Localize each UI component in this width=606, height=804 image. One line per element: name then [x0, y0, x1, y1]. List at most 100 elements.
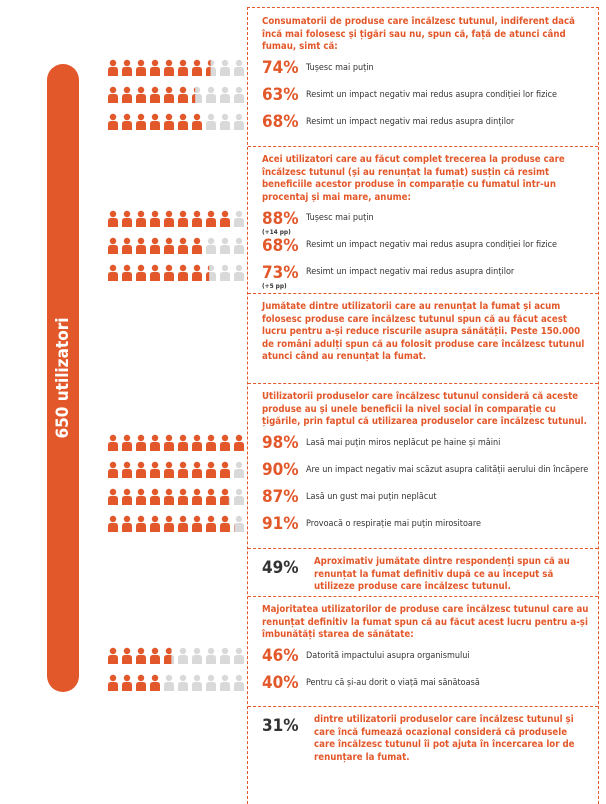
percent: 90%	[262, 460, 299, 480]
icon-head	[123, 461, 131, 469]
icon-head	[179, 86, 187, 94]
icon-head	[151, 647, 159, 655]
content-panel: Consumatorii de produse care încălzesc t…	[247, 7, 599, 804]
item: 40% Pentru că și-au dorit o viață mai săn…	[262, 671, 590, 696]
item-label: Resimt un impact negativ mai redus asupr…	[306, 89, 558, 100]
icon-body	[234, 442, 244, 451]
icon-body	[206, 682, 216, 691]
section: Acei utilizatori care au făcut complet t…	[262, 154, 590, 290]
icons-share	[108, 264, 210, 281]
icon-body	[178, 244, 188, 254]
icon-head	[137, 59, 145, 67]
icons-share	[108, 461, 230, 478]
icon-body	[108, 271, 118, 281]
icon-row	[108, 647, 244, 664]
icon-head	[165, 210, 173, 217]
icon-head	[207, 237, 215, 244]
icon-body	[206, 496, 216, 505]
icon-head	[221, 674, 229, 682]
icon-head	[123, 264, 131, 271]
icon-body	[178, 121, 188, 130]
icon-body	[178, 469, 188, 478]
icon-head	[221, 210, 229, 217]
icon-head	[179, 113, 187, 121]
icon-head	[165, 461, 173, 469]
icon-body	[206, 442, 216, 451]
icon-body	[136, 655, 146, 664]
icon-head	[151, 674, 159, 682]
icon-head	[151, 434, 159, 442]
icon-head	[137, 488, 145, 496]
icon-head	[123, 237, 131, 244]
icon-head	[193, 113, 201, 121]
icon-head	[193, 210, 201, 217]
icon-body	[206, 271, 210, 281]
percent: 73% (+5 pp)	[262, 262, 299, 290]
icon-body	[178, 94, 188, 103]
icon-body	[234, 121, 244, 130]
icon-body	[164, 442, 174, 451]
icons-share	[108, 488, 229, 505]
icon-head	[221, 647, 229, 655]
icon-body	[108, 496, 118, 505]
icon-body	[122, 121, 132, 130]
icon-body	[136, 271, 146, 281]
item: 46% Datorită impactului asupra organismul…	[262, 644, 590, 669]
icon-body	[220, 271, 230, 281]
icon-body	[108, 244, 118, 254]
icon-body	[234, 217, 244, 227]
icon-body	[108, 442, 118, 451]
icon-body	[136, 94, 146, 103]
icon-body	[122, 496, 132, 505]
icon-head	[235, 59, 243, 67]
icon-head	[137, 461, 145, 469]
icon-body	[164, 496, 174, 505]
icon-head	[221, 113, 229, 121]
icons-share	[108, 434, 244, 451]
icons-share	[108, 113, 202, 130]
note: (+5 pp)	[262, 281, 287, 290]
percent: 40%	[262, 673, 299, 693]
heading: Jumătate dintre utilizatorii care au ren…	[262, 301, 585, 362]
icon-head	[123, 86, 131, 94]
icon-head	[193, 434, 201, 442]
stat-text: Aproximativ jumătate dintre respondenți …	[314, 556, 570, 592]
icon-body	[122, 271, 132, 281]
icon-body	[206, 94, 216, 103]
icon-head	[179, 488, 187, 496]
icon-body	[178, 655, 188, 664]
icon-head	[179, 237, 187, 244]
section: 31% dintre utilizatorii produselor care î…	[262, 714, 590, 764]
icon-body	[192, 217, 202, 227]
icon-head	[137, 237, 145, 244]
icon-body	[192, 121, 202, 130]
icon-head	[235, 515, 243, 523]
icon-body	[220, 469, 230, 478]
icon-head	[179, 674, 187, 682]
icon-body	[178, 496, 188, 505]
icons-share	[108, 237, 202, 254]
icon-body	[220, 67, 230, 76]
icon-head	[151, 264, 159, 271]
icon-row	[108, 210, 244, 227]
icon-body	[192, 67, 202, 76]
icon-head	[137, 515, 145, 523]
icon-body	[206, 217, 216, 227]
icon-head	[151, 59, 159, 67]
item-label: Are un impact negativ mai scăzut asupra …	[306, 464, 589, 475]
icon-body	[206, 469, 216, 478]
icon-row	[108, 264, 244, 281]
icon-body	[220, 496, 229, 505]
icon-body	[164, 655, 172, 664]
percent: 68%	[262, 112, 299, 132]
icon-row	[108, 59, 244, 76]
icon-body	[220, 682, 230, 691]
icon-head	[151, 488, 159, 496]
icon-head	[109, 488, 117, 496]
stat: 31% dintre utilizatorii produselor care î…	[262, 714, 590, 764]
icon-head	[235, 113, 243, 121]
icon-body	[122, 94, 132, 103]
icon-head	[109, 113, 117, 121]
icon-head	[151, 113, 159, 121]
icon-head	[123, 59, 131, 67]
